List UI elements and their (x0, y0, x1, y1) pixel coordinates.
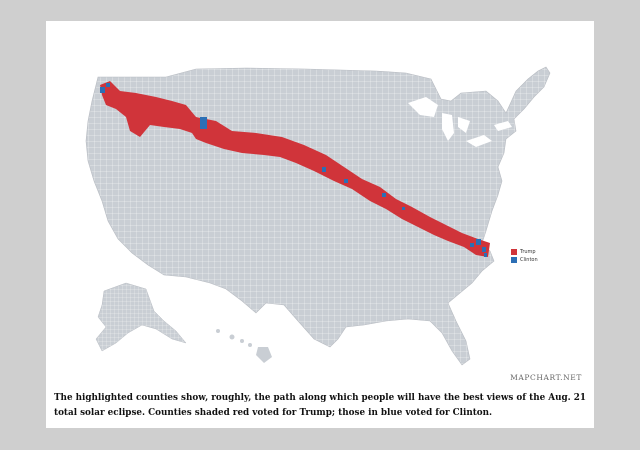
figure-card: Trump Clinton MAPCHART.NET The highlight… (46, 21, 594, 428)
contiguous-us-shape (85, 66, 551, 366)
great-lakes (408, 97, 512, 147)
us-county-map (85, 66, 551, 366)
figure-caption: The highlighted counties show, roughly, … (54, 393, 586, 418)
legend-item-trump: Trump (511, 248, 538, 256)
eclipse-path-trump-counties (100, 81, 490, 257)
legend-swatch-trump (511, 249, 517, 255)
map-legend: Trump Clinton (511, 248, 538, 264)
map-credit: MAPCHART.NET (510, 373, 582, 382)
legend-label-trump: Trump (520, 249, 536, 255)
eclipse-path-clinton-counties (100, 83, 487, 257)
alaska-shape (95, 282, 187, 352)
legend-swatch-clinton (511, 257, 517, 263)
legend-label-clinton: Clinton (520, 257, 538, 263)
legend-item-clinton: Clinton (511, 256, 538, 264)
hawaii-islands (216, 329, 272, 363)
